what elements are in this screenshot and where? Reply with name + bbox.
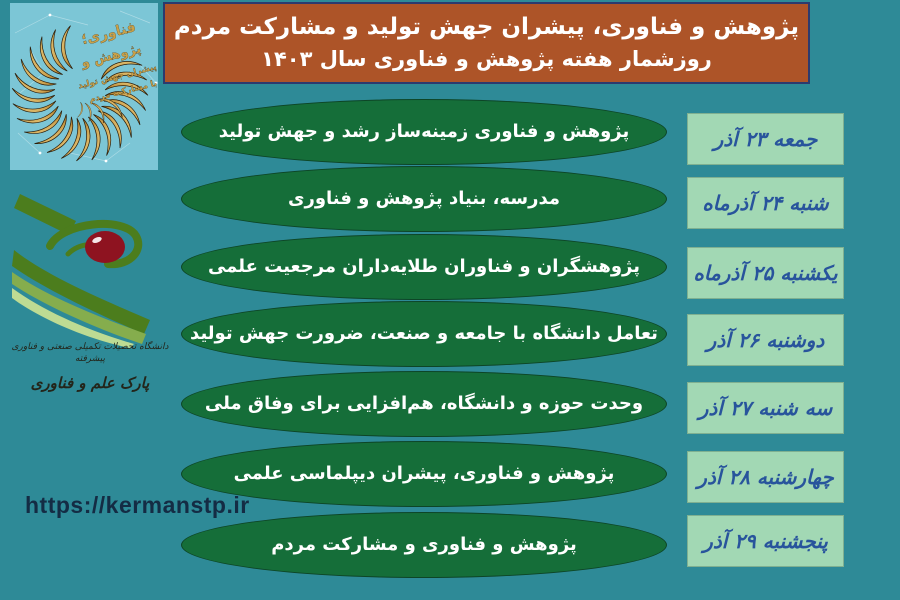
header-title-line1: پژوهش و فناوری، پیشران جهش تولید و مشارک…	[173, 14, 800, 40]
science-park-spiral-logo	[12, 194, 150, 348]
date-box: یکشنبه ۲۵ آذرماه	[687, 247, 844, 299]
slogan-ellipse: وحدت حوزه و دانشگاه، هم‌افزایی برای وفاق…	[181, 371, 667, 437]
slogan-ellipse: پژوهش و فناوری زمینه‌ساز رشد و جهش تولید	[181, 99, 667, 165]
park-caption-line2: پارک علم و فناوری	[30, 374, 150, 392]
slogan-ellipse: مدرسه، بنیاد پژوهش و فناوری	[181, 166, 667, 232]
slogan-ellipse: پژوهشگران و فناوران طلایه‌داران مرجعیت ع…	[181, 234, 667, 300]
date-box: پنجشنبه ۲۹ آذر	[687, 515, 844, 567]
header-banner: پژوهش و فناوری، پیشران جهش تولید و مشارک…	[163, 2, 810, 84]
slogan-ellipse: تعامل دانشگاه با جامعه و صنعت، ضرورت جهش…	[181, 301, 667, 367]
park-caption-line1: دانشگاه تحصیلات تکمیلی صنعتی و فناوری پی…	[11, 342, 169, 364]
website-url[interactable]: https://kermanstp.ir	[25, 492, 250, 518]
sweep-band-mid	[12, 272, 146, 344]
park-caption: دانشگاه تحصیلات تکمیلی صنعتی و فناوری پی…	[6, 341, 174, 392]
spiral-band-top	[14, 194, 76, 235]
red-oval-highlight	[92, 236, 102, 244]
header-title-line2: روزشمار هفته پژوهش و فناوری سال ۱۴۰۳	[261, 47, 712, 71]
date-box: جمعه ۲۳ آذر	[687, 113, 844, 165]
date-box: چهارشنبه ۲۸ آذر	[687, 451, 844, 503]
research-week-emblem-logo: فناوری؛ پژوهش و پیشران جهش تولید با مشار…	[10, 3, 158, 170]
date-box: سه شنبه ۲۷ آذر	[687, 382, 844, 434]
sweep-band-light	[12, 288, 134, 348]
date-box: شنبه ۲۴ آذرماه	[687, 177, 844, 229]
slogan-ellipse: پژوهش و فناوری و مشارکت مردم	[181, 512, 667, 578]
sweep-band-dark	[12, 250, 150, 334]
red-oval	[85, 231, 125, 263]
date-box: دوشنبه ۲۶ آذر	[687, 314, 844, 366]
slogan-ellipse: پژوهش و فناوری، پیشران دیپلماسی علمی	[181, 441, 667, 507]
spiral-swoosh	[46, 220, 143, 269]
